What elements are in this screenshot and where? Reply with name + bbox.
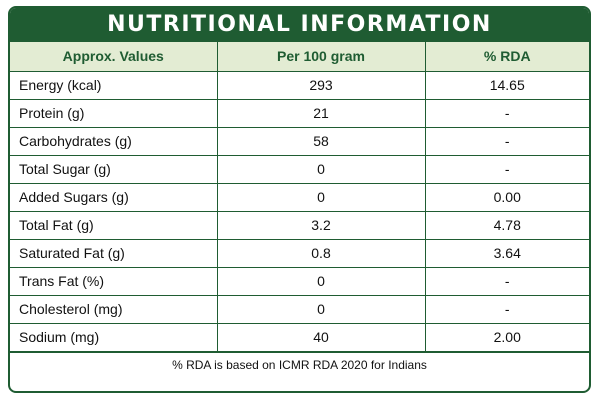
row-label: Sodium (mg)	[10, 322, 218, 352]
table-row: Energy (kcal) 293 14.65	[10, 70, 589, 100]
table-row: Cholesterol (mg) 0 -	[10, 294, 589, 324]
table-row: Sodium (mg) 40 2.00	[10, 322, 589, 352]
row-per-100: 40	[216, 322, 426, 352]
row-rda: 2.00	[424, 322, 589, 352]
row-label: Trans Fat (%)	[10, 266, 218, 296]
row-rda: 4.78	[424, 210, 589, 240]
row-label: Total Sugar (g)	[10, 154, 218, 184]
row-per-100: 58	[216, 126, 426, 156]
footnote: % RDA is based on ICMR RDA 2020 for Indi…	[10, 351, 589, 378]
row-per-100: 0	[216, 182, 426, 212]
row-per-100: 293	[216, 70, 426, 100]
row-label: Saturated Fat (g)	[10, 238, 218, 268]
row-per-100: 0	[216, 294, 426, 324]
row-per-100: 3.2	[216, 210, 426, 240]
table-row: Added Sugars (g) 0 0.00	[10, 182, 589, 212]
panel-title: NUTRITIONAL INFORMATION	[10, 8, 589, 42]
row-per-100: 0	[216, 266, 426, 296]
row-label: Protein (g)	[10, 98, 218, 128]
row-rda: -	[424, 126, 589, 156]
row-rda: 0.00	[424, 182, 589, 212]
header-row: Approx. Values Per 100 gram % RDA	[10, 42, 589, 72]
row-label: Carbohydrates (g)	[10, 126, 218, 156]
table-row: Trans Fat (%) 0 -	[10, 266, 589, 296]
row-label: Energy (kcal)	[10, 70, 218, 100]
row-per-100: 0.8	[216, 238, 426, 268]
header-approx-values: Approx. Values	[10, 42, 218, 72]
table-row: Total Sugar (g) 0 -	[10, 154, 589, 184]
row-rda: -	[424, 98, 589, 128]
row-rda: -	[424, 266, 589, 296]
row-per-100: 21	[216, 98, 426, 128]
nutrition-panel: NUTRITIONAL INFORMATION Approx. Values P…	[8, 6, 591, 393]
row-rda: 14.65	[424, 70, 589, 100]
row-per-100: 0	[216, 154, 426, 184]
row-label: Cholesterol (mg)	[10, 294, 218, 324]
table-row: Protein (g) 21 -	[10, 98, 589, 128]
table-row: Total Fat (g) 3.2 4.78	[10, 210, 589, 240]
table-row: Carbohydrates (g) 58 -	[10, 126, 589, 156]
table-row: Saturated Fat (g) 0.8 3.64	[10, 238, 589, 268]
row-label: Added Sugars (g)	[10, 182, 218, 212]
header-rda: % RDA	[424, 42, 589, 72]
nutrition-table: Approx. Values Per 100 gram % RDA Energy…	[10, 42, 589, 352]
row-rda: -	[424, 294, 589, 324]
header-per-100-gram: Per 100 gram	[216, 42, 426, 72]
row-label: Total Fat (g)	[10, 210, 218, 240]
row-rda: -	[424, 154, 589, 184]
row-rda: 3.64	[424, 238, 589, 268]
